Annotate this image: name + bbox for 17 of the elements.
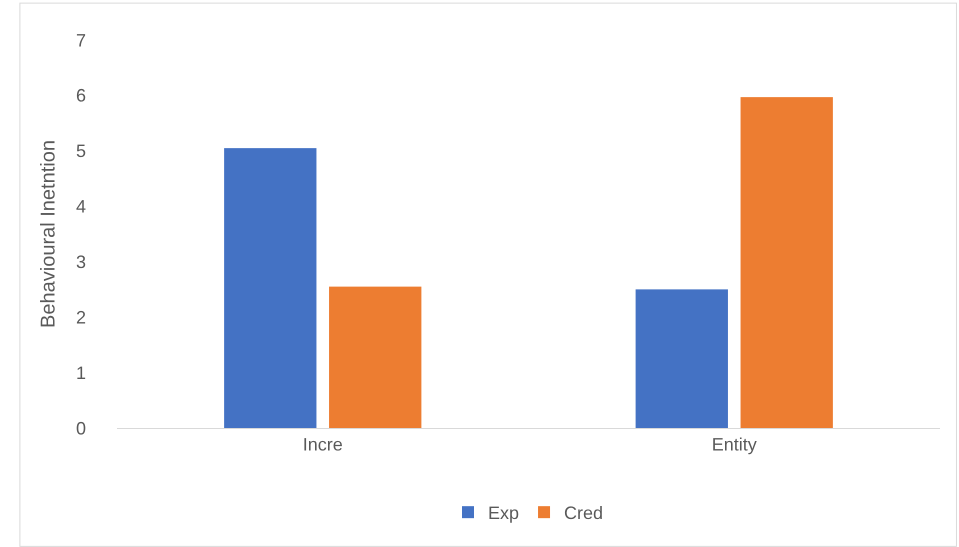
y-tick-label: 7 xyxy=(76,30,86,50)
y-tick-label: 3 xyxy=(76,252,86,272)
bar xyxy=(740,97,833,428)
y-tick-label: 0 xyxy=(76,418,86,438)
y-tick-label: 4 xyxy=(76,196,86,217)
y-tick-label: 5 xyxy=(76,141,86,162)
bar xyxy=(636,289,728,428)
y-axis-title: Behavioural Inetntion xyxy=(37,140,60,328)
legend-label: Exp xyxy=(488,503,520,524)
x-tick-label: Incre xyxy=(302,434,343,455)
x-tick-label: Entity xyxy=(712,434,757,455)
y-tick-label: 2 xyxy=(76,307,86,328)
legend-label: Cred xyxy=(564,503,604,524)
bar xyxy=(224,148,316,428)
y-tick-label: 6 xyxy=(76,86,86,106)
bar xyxy=(329,286,422,428)
y-tick-label: 1 xyxy=(76,362,86,383)
